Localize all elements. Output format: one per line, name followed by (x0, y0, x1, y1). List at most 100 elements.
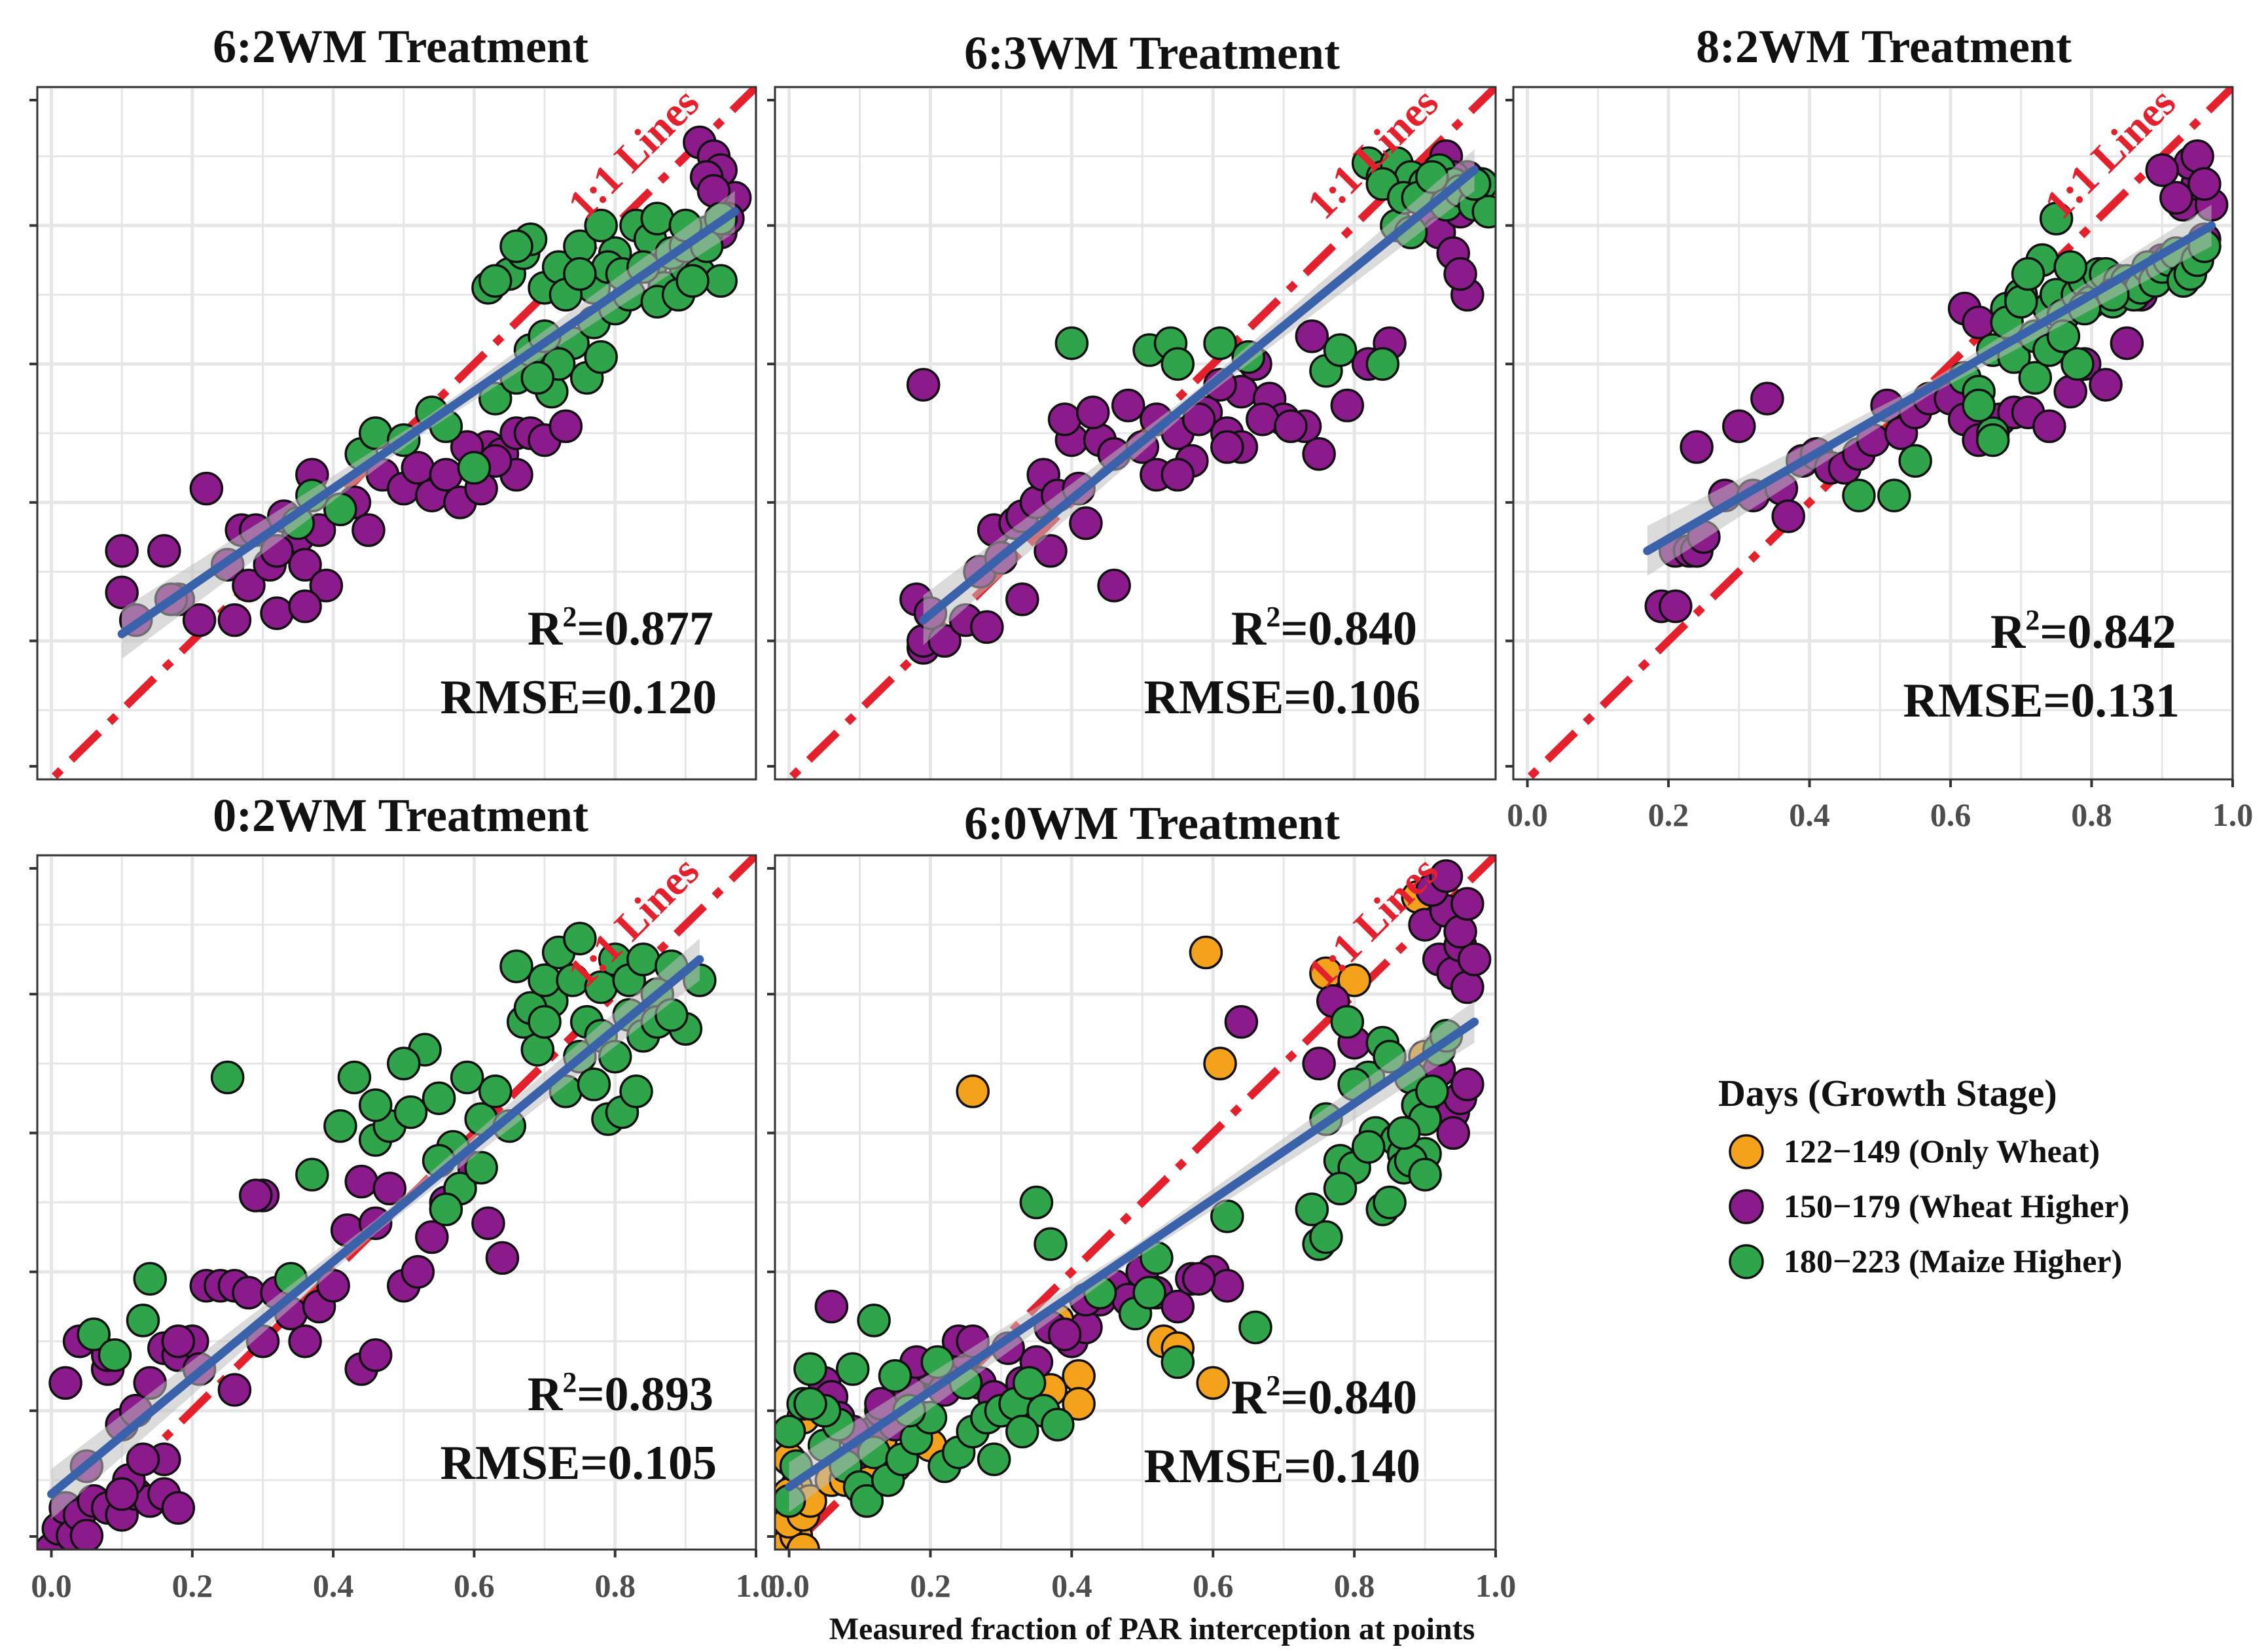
data-point-stage3 (1203, 326, 1237, 361)
x-tick-label: 1.0 (2212, 796, 2254, 833)
data-point-stage2 (1047, 402, 1082, 436)
panel-title: 6:3WM Treatment (964, 27, 1340, 79)
data-point-stage1 (1203, 1046, 1237, 1081)
panel-title: 6:2WM Treatment (213, 20, 588, 73)
x-tick-label: 0.2 (172, 1567, 213, 1604)
data-point-stage3 (2011, 257, 2045, 291)
data-point-stage3 (98, 1338, 132, 1372)
data-point-stage2 (1450, 887, 1485, 921)
x-tick-label: 0.6 (454, 1567, 495, 1604)
data-point-stage3 (77, 1317, 111, 1351)
data-point-stage2 (1224, 1004, 1259, 1039)
data-point-stage2 (1771, 499, 1805, 533)
data-point-stage2 (415, 1220, 449, 1254)
data-point-stage2 (1295, 319, 1329, 353)
data-point-stage2 (2187, 167, 2222, 201)
data-point-stage3 (1005, 1414, 1039, 1449)
data-point-stage3 (126, 1304, 160, 1338)
data-point-stage3 (2004, 285, 2038, 319)
data-point-stage2 (1161, 1289, 1195, 1324)
data-point-stage1 (956, 1074, 990, 1109)
data-point-stage2 (1436, 1116, 1470, 1150)
data-point-stage2 (1111, 388, 1145, 423)
rmse-label: RMSE=0.106 (1144, 671, 1420, 724)
data-point-stage2 (1443, 257, 1477, 291)
panel-title: 0:2WM Treatment (213, 789, 588, 842)
x-tick-label: 0.8 (2071, 796, 2112, 833)
data-point-stage1 (1196, 1366, 1230, 1400)
data-point-stage3 (878, 1359, 912, 1393)
x-tick-label: 0.4 (313, 1567, 354, 1604)
r-squared-label: R2=0.893 (528, 1366, 713, 1421)
data-point-stage2 (1680, 430, 1714, 464)
data-point-stage3 (2039, 202, 2074, 236)
panel-border (774, 86, 1497, 781)
data-point-stage3 (478, 264, 513, 298)
data-point-stage2 (2053, 374, 2087, 409)
data-point-stage2 (182, 603, 217, 637)
data-point-stage3 (1415, 1074, 1449, 1109)
data-point-stage3 (1842, 478, 1876, 512)
data-point-stage2 (2089, 368, 2123, 402)
data-point-stage3 (464, 1150, 498, 1185)
plot-content (783, 87, 1496, 779)
data-point-stage2 (1210, 1269, 1244, 1303)
rmse-label: RMSE=0.120 (441, 671, 717, 724)
x-tick-label: 0.0 (768, 1567, 810, 1604)
data-point-stage2 (147, 534, 181, 568)
x-tick-label: 0.2 (1648, 796, 1689, 833)
data-point-stage3 (2053, 250, 2087, 284)
data-point-stage3 (499, 229, 533, 264)
data-point-stage2 (238, 1179, 273, 1213)
data-point-stage3 (499, 950, 533, 984)
data-point-stage2 (906, 368, 941, 402)
x-tick-label: 1.0 (736, 1567, 777, 1604)
x-tick-label: 0.4 (1789, 796, 1830, 833)
legend-swatch-stage3 (1729, 1244, 1764, 1279)
data-point-stage3 (358, 1088, 393, 1122)
data-point-stage2 (1181, 402, 1216, 436)
data-point-stage3 (1975, 423, 2010, 457)
data-point-stage2 (1429, 859, 1464, 893)
data-point-stage3 (675, 264, 710, 298)
data-point-stage2 (351, 513, 386, 547)
data-point-stage2 (232, 569, 266, 603)
data-point-stage2 (2110, 326, 2144, 361)
data-point-stage3 (457, 451, 492, 485)
x-tick-label: 0.0 (1507, 796, 1548, 833)
data-point-stage2 (1659, 589, 1693, 624)
data-point-stage2 (2159, 181, 2193, 215)
data-point-stage3 (1309, 1220, 1343, 1254)
data-point-stage3 (1408, 1158, 1442, 1192)
x-tick-label: 0.2 (910, 1567, 951, 1604)
data-point-stage2 (1005, 582, 1039, 616)
data-point-stage2 (1181, 1262, 1216, 1296)
panel-border (36, 854, 757, 1551)
data-point-stage2 (1246, 402, 1280, 436)
data-point-stage2 (471, 1206, 505, 1241)
data-point-stage3 (1962, 388, 1996, 423)
panel-title: 8:2WM Treatment (1696, 20, 2072, 73)
r-squared-label: R2=0.840 (1231, 601, 1417, 656)
data-point-stage3 (857, 1304, 891, 1338)
data-point-stage3 (1373, 1185, 1407, 1220)
data-point-stage3 (584, 208, 618, 243)
data-point-stage2 (344, 1164, 378, 1199)
data-point-stage1 (1062, 1387, 1096, 1421)
x-tick-label: 0.8 (594, 1567, 636, 1604)
data-point-stage2 (1075, 395, 1110, 430)
data-point-stage3 (1054, 326, 1089, 361)
data-point-stage2 (1302, 436, 1336, 471)
data-point-stage3 (977, 1442, 1011, 1476)
data-point-stage3 (1386, 1116, 1421, 1150)
data-point-stage2 (260, 596, 294, 630)
data-point-stage3 (584, 340, 618, 374)
data-point-stage3 (1323, 333, 1358, 367)
rmse-label: RMSE=0.140 (1144, 1440, 1420, 1493)
data-point-stage2 (161, 1491, 196, 1525)
data-point-stage3 (323, 1109, 357, 1143)
data-point-stage2 (1443, 914, 1477, 949)
